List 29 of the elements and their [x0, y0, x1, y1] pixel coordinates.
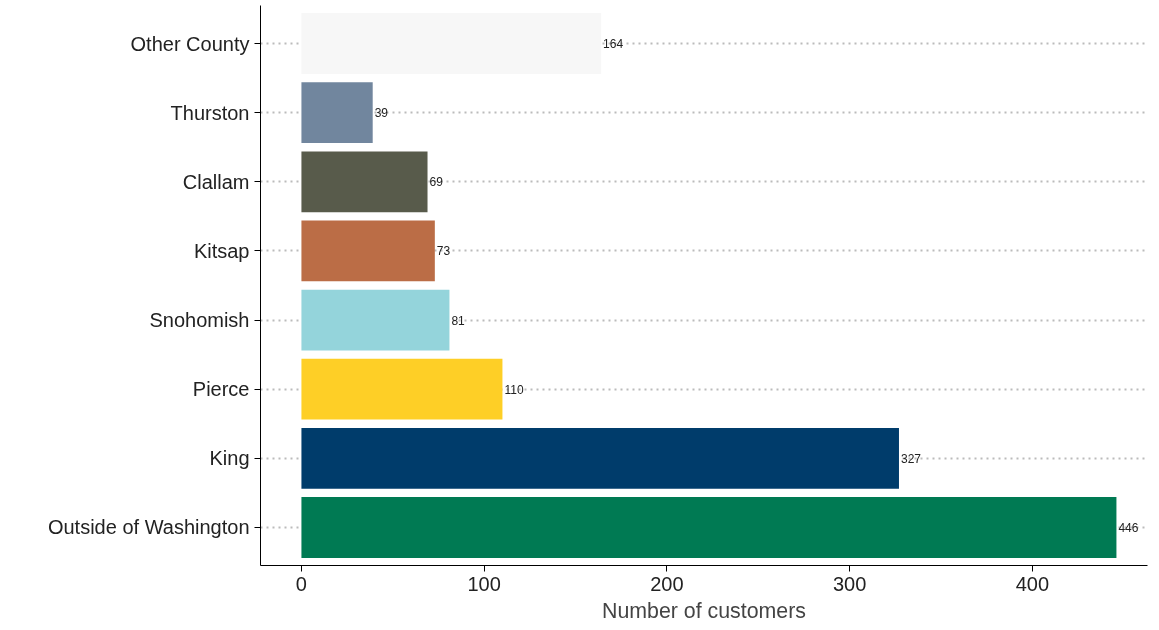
y-tick-label: Thurston	[170, 101, 250, 124]
data-label: 69	[429, 175, 444, 190]
bar	[301, 289, 450, 351]
bar	[301, 82, 373, 144]
bar	[301, 358, 503, 420]
y-tick-label: Kitsap	[193, 239, 250, 262]
data-label: 73	[436, 244, 451, 259]
data-label: 110	[504, 382, 524, 397]
y-tick-label: Outside of Washington	[47, 516, 250, 539]
data-label: 446	[1118, 520, 1139, 535]
x-axis-title: Number of customers	[602, 598, 806, 623]
bar	[301, 497, 1117, 558]
x-tick-label: 100	[467, 572, 501, 595]
y-tick-label: King	[209, 447, 250, 470]
y-tick-label: Other County	[130, 32, 250, 55]
x-tick-label: 0	[295, 572, 307, 595]
data-label: 164	[603, 37, 624, 52]
x-tick-label: 200	[650, 572, 684, 595]
y-tick-label: Clallam	[182, 170, 250, 193]
data-label: 81	[451, 313, 466, 328]
x-tick-label: 300	[832, 572, 867, 595]
data-label: 39	[374, 106, 389, 121]
bar	[301, 151, 428, 213]
data-label: 327	[900, 451, 922, 466]
y-tick-label: Snohomish	[149, 309, 250, 332]
x-tick-label: 400	[1015, 572, 1050, 595]
bar	[301, 220, 435, 282]
bar	[301, 427, 899, 489]
y-tick-label: Pierce	[192, 378, 250, 401]
